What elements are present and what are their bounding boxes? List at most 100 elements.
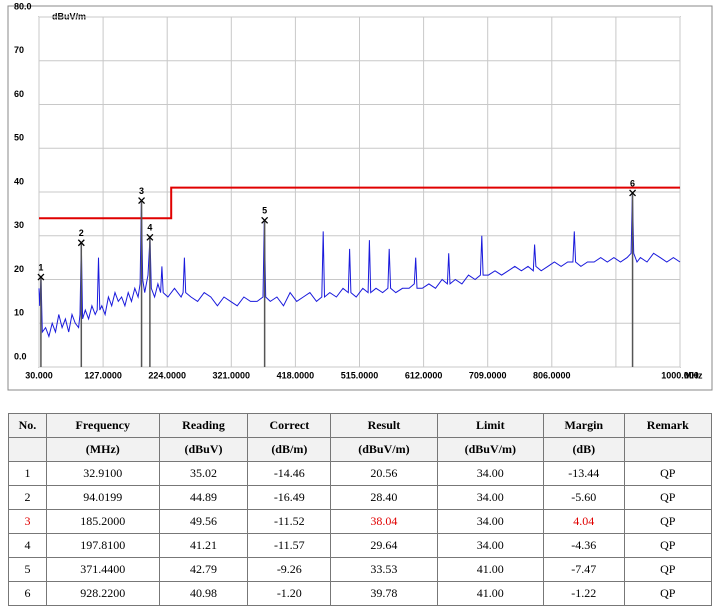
header-cell: Correct	[247, 413, 332, 438]
cell: 49.56	[158, 509, 249, 534]
cell: 33.53	[330, 557, 438, 582]
cell: QP	[623, 509, 713, 534]
unit-cell	[623, 437, 713, 462]
x-tick-label: 709.0000	[469, 370, 507, 380]
cell: 5	[8, 557, 47, 582]
header-cell: Limit	[436, 413, 544, 438]
cell: 40.98	[158, 581, 249, 606]
cell: -14.46	[247, 461, 332, 486]
unit-cell: (dBuV/m)	[436, 437, 544, 462]
marker-cross	[138, 197, 146, 205]
cell: -13.44	[542, 461, 625, 486]
cell: 185.2000	[45, 509, 160, 534]
cell: 34.00	[436, 461, 544, 486]
x-tick-label: 1000.000	[661, 370, 699, 380]
cell: -16.49	[247, 485, 332, 510]
cell: -11.52	[247, 509, 332, 534]
table-row: 2 94.0199 44.89 -16.49 28.40 34.00 -5.60 QP	[8, 485, 713, 510]
marker-cross	[261, 216, 269, 224]
cell: QP	[623, 461, 713, 486]
marker-cross	[146, 233, 154, 241]
marker-cross	[629, 189, 637, 197]
cell: 1	[8, 461, 47, 486]
y-tick-label: 80.0	[14, 1, 32, 11]
y-tick-label: 70	[14, 45, 24, 55]
cell: 34.00	[436, 485, 544, 510]
table-row: 1 32.9100 35.02 -14.46 20.56 34.00 -13.44 QP	[8, 461, 713, 486]
cell: 44.89	[158, 485, 249, 510]
x-tick-label: 127.0000	[84, 370, 122, 380]
cell: 42.79	[158, 557, 249, 582]
marker-label: 5	[262, 206, 267, 216]
cell: -11.57	[247, 533, 332, 558]
header-row: No. Frequency Reading Correct Result Limit Mar…	[8, 413, 713, 438]
marker-cross	[37, 273, 45, 281]
x-tick-label: 806.0000	[533, 370, 571, 380]
trace	[38, 192, 681, 339]
cell: -5.60	[542, 485, 625, 510]
cell: QP	[623, 485, 713, 510]
cell: 32.9100	[45, 461, 160, 486]
cell: 38.04	[330, 509, 438, 534]
cell: 34.00	[436, 509, 544, 534]
y-tick-label: 60	[14, 89, 24, 99]
cell: 94.0199	[45, 485, 160, 510]
header-cell: Frequency	[45, 413, 160, 438]
unit-cell	[8, 437, 47, 462]
marker-label: 4	[147, 223, 152, 233]
cell: QP	[623, 581, 713, 606]
cell: 28.40	[330, 485, 438, 510]
table-row: 4 197.8100 41.21 -11.57 29.64 34.00 -4.36 QP	[8, 533, 713, 558]
x-tick-label: 515.0000	[341, 370, 379, 380]
unit-cell: (dBuV)	[158, 437, 249, 462]
y-unit: dBuV/m	[52, 11, 86, 21]
unit-cell: (dBuV/m)	[330, 437, 438, 462]
marker-label: 6	[630, 178, 635, 188]
cell: -1.20	[247, 581, 332, 606]
header-cell: Margin	[542, 413, 625, 438]
unit-cell: (dB)	[542, 437, 625, 462]
trace	[39, 186, 680, 220]
cell: 197.8100	[45, 533, 160, 558]
marker-label: 2	[79, 228, 84, 238]
table-row: 6 928.2200 40.98 -1.20 39.78 41.00 -1.22 QP	[8, 581, 713, 606]
x-tick-label: 418.0000	[277, 370, 315, 380]
table-row: 5 371.4400 42.79 -9.26 33.53 41.00 -7.47 QP	[8, 557, 713, 582]
cell: 20.56	[330, 461, 438, 486]
cell: 39.78	[330, 581, 438, 606]
cell: 41.21	[158, 533, 249, 558]
cell: 6	[8, 581, 47, 606]
y-tick-label: 10	[14, 308, 24, 318]
table-row: 3 185.2000 49.56 -11.52 38.04 34.00 4.04 QP	[8, 509, 713, 534]
header-cell: Reading	[158, 413, 249, 438]
cell: 35.02	[158, 461, 249, 486]
cell: 2	[8, 485, 47, 510]
cell: -7.47	[542, 557, 625, 582]
cell: 41.00	[436, 581, 544, 606]
y-tick-label: 50	[14, 133, 24, 143]
x-tick-label: 321.0000	[213, 370, 251, 380]
header-cell: Remark	[623, 413, 713, 438]
y-tick-label: 30	[14, 220, 24, 230]
y-tick-label: 40	[14, 176, 24, 186]
cell: 3	[8, 509, 47, 534]
result-table: No. Frequency Reading Correct Result Limit Mar…	[8, 413, 713, 606]
cell: 928.2200	[45, 581, 160, 606]
cell: 41.00	[436, 557, 544, 582]
cell: QP	[623, 533, 713, 558]
header-cell: No.	[8, 413, 47, 438]
x-tick-label: 224.0000	[148, 370, 186, 380]
marker-label: 1	[38, 262, 43, 272]
x-unit: MHz	[684, 370, 703, 380]
header-cell: Result	[330, 413, 438, 438]
unit-row: (MHz) (dBuV) (dB/m) (dBuV/m) (dBuV/m) (dB)	[8, 437, 713, 462]
cell: QP	[623, 557, 713, 582]
cell: 4.04	[542, 509, 625, 534]
cell: 371.4400	[45, 557, 160, 582]
marker-cross	[77, 239, 85, 247]
marker-label: 3	[139, 186, 144, 196]
cell: -9.26	[247, 557, 332, 582]
unit-cell: (MHz)	[45, 437, 160, 462]
